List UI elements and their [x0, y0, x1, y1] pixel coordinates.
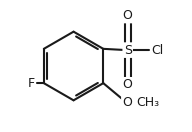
Text: S: S: [124, 44, 132, 57]
Text: O: O: [123, 9, 133, 22]
Text: Cl: Cl: [151, 44, 164, 57]
Text: O: O: [122, 96, 132, 109]
Text: CH₃: CH₃: [136, 96, 159, 109]
Text: F: F: [27, 77, 35, 90]
Text: O: O: [123, 78, 133, 91]
